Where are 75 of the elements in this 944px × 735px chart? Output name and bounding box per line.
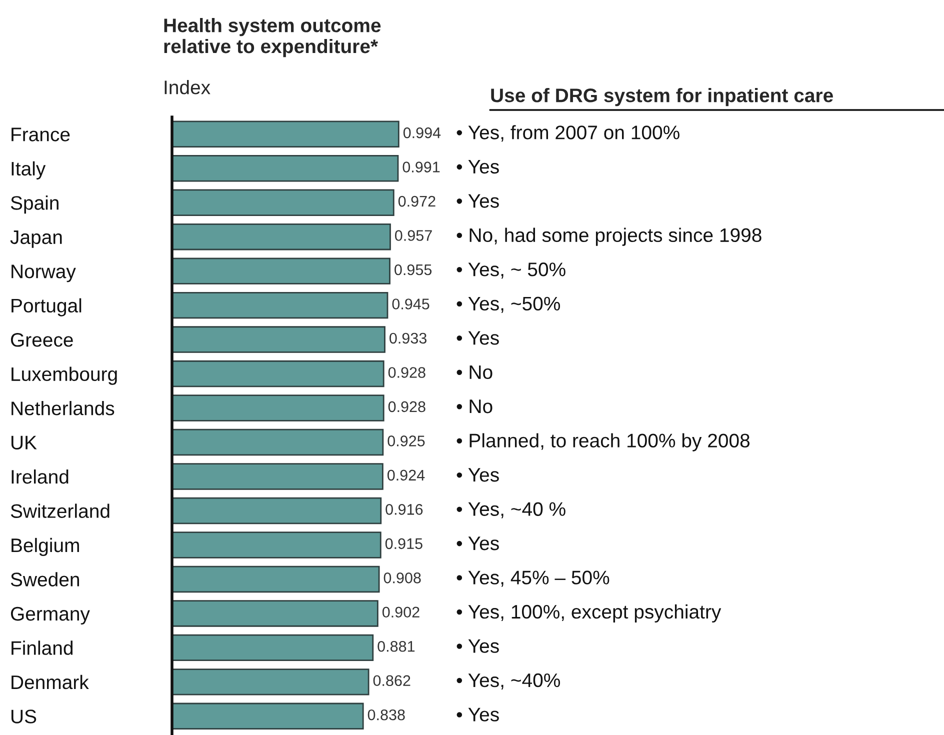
text: • Yes, from 2007 on 100% xyxy=(456,125,680,142)
text: • Yes, 100%, except psychiatry xyxy=(456,604,722,623)
bar xyxy=(172,600,378,627)
text: • Yes xyxy=(456,331,499,345)
text: Use of DRG system for inpatient care xyxy=(491,88,833,106)
text: • Yes xyxy=(456,160,499,174)
data-label: 0.902 xyxy=(382,606,420,618)
text: • Yes, ~50% xyxy=(456,296,560,313)
data-label: 0.916 xyxy=(386,504,423,515)
data-label: 0.957 xyxy=(394,230,432,241)
text: • No xyxy=(456,400,492,414)
bar xyxy=(172,394,384,422)
y-tick-label: Greece xyxy=(10,333,73,347)
data-label: 0.928 xyxy=(388,367,426,378)
y-tick-label: Italy xyxy=(12,161,46,180)
data-label: 0.915 xyxy=(385,538,422,550)
text: • Yes, ~ 50% xyxy=(456,262,566,279)
chart-subtitle: Index xyxy=(164,80,210,94)
data-label: 0.928 xyxy=(388,401,426,412)
bar xyxy=(172,326,386,353)
data-label: 0.924 xyxy=(387,470,425,481)
data-label: 0.972 xyxy=(398,196,436,207)
y-tick-label: Spain xyxy=(10,196,58,214)
data-label: 0.994 xyxy=(403,127,441,138)
text: • No xyxy=(456,365,492,380)
y-tick-label: Luxembourg xyxy=(12,366,117,385)
bar xyxy=(172,463,384,490)
text: • No, had some projects since 1998 xyxy=(456,228,762,246)
text: • Planned, to reach 100% by 2008 xyxy=(456,433,750,452)
text: • Yes xyxy=(456,639,499,653)
data-label: 0.945 xyxy=(392,298,430,310)
text: • Yes xyxy=(456,468,499,482)
bar xyxy=(172,702,364,730)
bar xyxy=(172,154,399,182)
data-label: 0.955 xyxy=(394,264,432,276)
text: • Yes xyxy=(456,536,499,550)
y-tick-label: Switzerland xyxy=(10,504,110,518)
text: • Yes, ~40% xyxy=(456,673,560,690)
bar xyxy=(172,497,382,524)
y-tick-label: France xyxy=(12,128,70,142)
bar xyxy=(172,532,382,558)
data-label: 0.933 xyxy=(390,332,426,344)
y-tick-label: Denmark xyxy=(12,674,89,690)
bar xyxy=(172,634,374,662)
y-tick-label: Belgium xyxy=(12,538,79,556)
y-tick-label: Ireland xyxy=(12,469,68,484)
chart-title: Health system outcome relative to expenditure* xyxy=(164,18,381,58)
data-label: 0.908 xyxy=(384,572,421,584)
y-tick-label: UK xyxy=(12,436,37,450)
bar xyxy=(172,189,394,216)
y-tick-label: Germany xyxy=(10,606,90,625)
bar xyxy=(172,292,388,319)
y-tick-label: Norway xyxy=(12,264,76,282)
text: • Yes xyxy=(456,194,499,208)
bar xyxy=(172,120,400,148)
data-label: 0.881 xyxy=(378,640,415,652)
data-label: 0.862 xyxy=(373,675,410,686)
data-label: 0.991 xyxy=(402,162,440,172)
y-tick-label: Finland xyxy=(12,640,73,655)
data-label: 0.925 xyxy=(388,436,425,446)
data-label: 0.838 xyxy=(368,709,405,720)
y-tick-label: Netherlands xyxy=(12,400,114,416)
y-tick-label: Portugal xyxy=(12,298,82,316)
text: • Yes xyxy=(456,708,499,722)
bar xyxy=(172,668,370,696)
text: • Yes, ~40 % xyxy=(456,502,566,518)
bar xyxy=(172,566,380,593)
y-tick-label: Japan xyxy=(10,230,62,248)
bar xyxy=(172,223,391,250)
bar xyxy=(172,360,384,388)
bar xyxy=(172,428,384,456)
y-tick-label: Sweden xyxy=(10,572,80,586)
bar xyxy=(172,258,390,284)
text: • Yes, 45% – 50% xyxy=(456,570,610,587)
y-tick-label: US xyxy=(12,710,36,724)
